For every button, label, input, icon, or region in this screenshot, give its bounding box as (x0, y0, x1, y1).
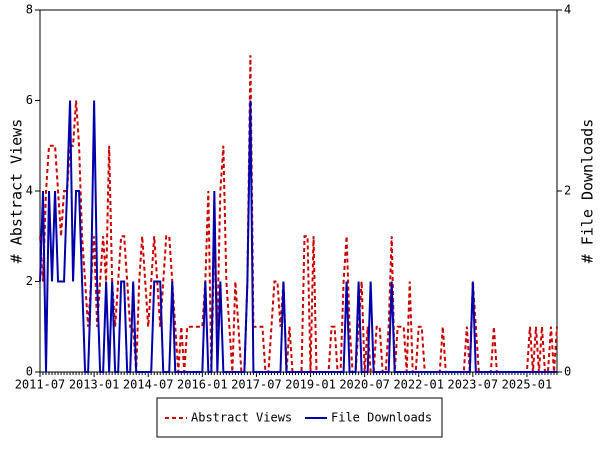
y2-tick-label: 0 (564, 365, 571, 379)
plot-frame (39, 9, 558, 373)
x-tick-label: 2020-07 (339, 378, 390, 392)
y2-axis-title: # File Downloads (579, 119, 597, 264)
x-tick-label: 2023-07 (448, 378, 499, 392)
legend-label: Abstract Views (191, 411, 292, 425)
x-tick-label: 2022-01 (393, 378, 444, 392)
y2-tick-label: 2 (564, 184, 571, 198)
x-tick-label: 2019-01 (285, 378, 336, 392)
y-tick-label: 0 (26, 365, 33, 379)
series-line (39, 55, 558, 373)
x-tick-label: 2017-07 (231, 378, 282, 392)
y-tick-label: 4 (26, 184, 33, 198)
y-axis-title: # Abstract Views (8, 119, 26, 264)
y-tick-label: 8 (26, 3, 33, 17)
series-line (39, 100, 557, 373)
legend-box (156, 397, 443, 438)
x-tick-label: 2011-07 (15, 378, 66, 392)
legend-label: File Downloads (331, 411, 432, 425)
x-tick-label: 2014-07 (123, 378, 174, 392)
x-tick-label: 2025-01 (502, 378, 553, 392)
y2-tick-label: 4 (564, 3, 571, 17)
x-tick-label: 2016-01 (177, 378, 228, 392)
y-tick-label: 6 (26, 93, 33, 107)
x-tick-label: 2013-01 (69, 378, 120, 392)
y-tick-label: 2 (26, 274, 33, 288)
